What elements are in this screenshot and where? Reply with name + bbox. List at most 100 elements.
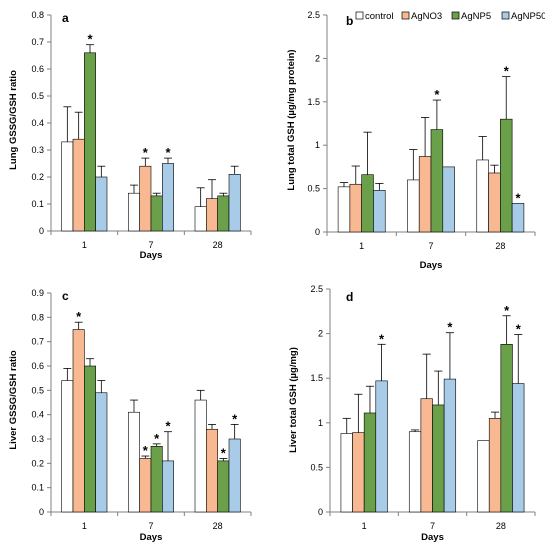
y-axis-title: Lung total GSH (µg/mg protein) [286, 49, 297, 190]
panel-b-chart: 0 0.5 1 1.5 2 2.5 1 * 7 * * 28 Days Lung total GSH (µ… [286, 10, 536, 271]
bar-agnp50-day-1 [95, 176, 108, 232]
y-axis-title: Liver GSSG/GSH ratio [8, 350, 19, 449]
legend-swatch-agnp50 [501, 11, 510, 20]
significance-marker: * [232, 411, 238, 426]
bar-agnp5-day-7 [150, 445, 163, 513]
bar-control-day-7 [128, 192, 140, 232]
panel-label: c [62, 289, 69, 303]
y-tick-label: 0 [318, 507, 323, 517]
bar-control-day-1 [337, 186, 351, 233]
y-tick-label: 0.2 [31, 172, 44, 182]
bar-agnp50-day-7 [162, 163, 174, 232]
panel-d-chart: 0 0.5 1 1.5 2 2.5 * 1 * 7 * * 28 Days Liver total GSH … [288, 284, 536, 543]
bar-agnp5-day-1 [361, 174, 374, 233]
significance-marker: * [504, 64, 510, 79]
significance-marker: * [379, 331, 385, 346]
bar-control-day-28 [477, 440, 490, 513]
y-tick-label: 0 [315, 227, 320, 237]
bar-control-day-1 [61, 141, 74, 232]
bar-agnp50-day-1 [373, 190, 386, 233]
y-tick-label: 0.5 [310, 462, 323, 472]
y-tick-label: 0.2 [31, 458, 44, 468]
significance-marker: * [165, 419, 171, 434]
y-tick-label: 0.6 [31, 64, 44, 74]
bar-agno3-day-7 [418, 156, 432, 233]
y-tick-label: 0.7 [31, 337, 44, 347]
bar-agnp50-day-28 [511, 203, 525, 233]
y-tick-label: 0.1 [31, 199, 44, 209]
significance-marker: * [143, 443, 149, 458]
y-tick-label: 0.3 [31, 434, 44, 444]
legend-label-control: control [365, 11, 394, 22]
x-axis-title: Days [420, 260, 443, 271]
significance-marker: * [165, 145, 171, 160]
bar-agno3-day-28 [488, 418, 502, 513]
bar-agnp50-day-7 [442, 166, 455, 233]
legend: control AgNO3 AgNP5 AgNP50 [355, 11, 545, 22]
significance-marker: * [221, 445, 227, 460]
y-tick-label: 0.4 [31, 118, 44, 128]
bar-agnp5-day-28 [500, 118, 513, 233]
bar-agno3-day-28 [488, 172, 501, 233]
legend-swatch-control [355, 11, 364, 20]
y-tick-label: 2.5 [307, 10, 320, 20]
y-tick-label: 2.5 [310, 284, 323, 294]
y-tick-label: 0.5 [307, 184, 320, 194]
y-axis-title: Lung GSSG/GSH ratio [8, 70, 19, 170]
y-tick-label: 2 [318, 329, 323, 339]
bar-agnp5-day-28 [500, 344, 513, 513]
y-tick-label: 0 [39, 507, 44, 517]
bar-agnp50-day-1 [375, 380, 388, 513]
bar-agnp50-day-1 [95, 392, 108, 513]
y-tick-label: 0.8 [31, 312, 44, 322]
bar-agnp50-day-7 [443, 378, 457, 513]
bar-agnp50-day-28 [228, 174, 241, 232]
bar-agnp50-day-7 [162, 460, 174, 513]
legend-swatch-agnp5 [451, 11, 460, 20]
bar-agnp50-day-28 [228, 438, 241, 513]
x-axis-title: Days [421, 532, 444, 543]
x-tick-label: 7 [148, 240, 153, 250]
legend-swatch-agno3 [401, 11, 410, 20]
bar-agnp5-day-7 [430, 129, 444, 233]
bar-agno3-day-1 [352, 432, 365, 513]
bar-agnp5-day-7 [150, 195, 163, 232]
panel-label: a [62, 11, 69, 25]
bar-agnp5-day-1 [363, 412, 377, 513]
y-tick-label: 1 [315, 140, 320, 150]
bar-agno3-day-1 [349, 183, 362, 233]
bar-control-day-28 [194, 206, 207, 232]
legend-label-agno3: AgNO3 [411, 11, 442, 22]
significance-marker: * [76, 309, 82, 324]
bar-control-day-28 [194, 399, 207, 513]
bar-agnp50-day-28 [512, 383, 525, 513]
significance-marker: * [504, 303, 510, 318]
x-axis-title: Days [140, 532, 163, 543]
significance-marker: * [516, 321, 522, 336]
significance-marker: * [154, 431, 160, 446]
significance-marker: * [515, 190, 521, 205]
y-tick-label: 0.5 [31, 385, 44, 395]
legend-label-agnp5: AgNP5 [461, 11, 491, 22]
x-tick-label: 28 [495, 241, 505, 251]
y-tick-label: 1.5 [310, 373, 323, 383]
y-tick-label: 0.8 [31, 10, 44, 20]
x-tick-label: 1 [362, 521, 367, 531]
panel-a-chart: 0 0.1 0.2 0.3 0.4 0.5 0.6 0.7 0.8 * 1 * * 7 28 Days Lung… [8, 10, 252, 261]
bar-agno3-day-1 [72, 138, 85, 232]
bar-agno3-day-7 [420, 398, 433, 513]
y-tick-label: 0 [39, 226, 44, 236]
y-tick-label: 0.7 [31, 37, 44, 47]
significance-marker: * [447, 320, 453, 335]
bar-control-day-7 [408, 431, 422, 513]
significance-marker: * [434, 87, 440, 102]
y-tick-label: 0.9 [31, 288, 44, 298]
y-tick-label: 0.5 [31, 91, 44, 101]
y-tick-label: 0.1 [31, 483, 44, 493]
x-tick-label: 28 [213, 521, 223, 531]
x-tick-label: 28 [213, 240, 223, 250]
bar-agnp5-day-7 [432, 404, 445, 513]
bar-control-day-1 [61, 380, 74, 513]
y-tick-label: 0.6 [31, 361, 44, 371]
x-tick-label: 7 [430, 521, 435, 531]
